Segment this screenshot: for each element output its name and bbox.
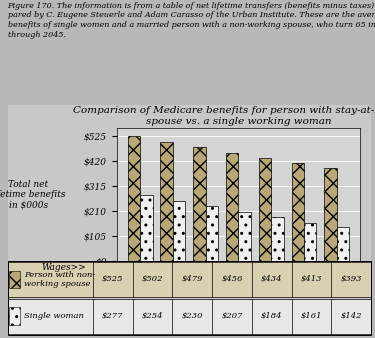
Bar [271,217,284,261]
Text: $184: $184 [261,312,283,320]
Bar [238,212,251,261]
Bar [8,298,371,334]
Text: $277: $277 [102,312,124,320]
Bar [226,152,238,261]
Bar [304,223,316,261]
Text: $254: $254 [142,312,164,320]
Text: $479: $479 [182,275,203,284]
Text: $393: $393 [340,275,362,284]
Text: Single woman: Single woman [24,312,84,320]
Text: $413: $413 [301,275,322,284]
Text: $161: $161 [301,312,322,320]
Title: Comparison of Medicare benefits for person with stay-at-home
spouse vs. a single: Comparison of Medicare benefits for pers… [74,106,375,126]
Bar [9,307,20,325]
Text: $456: $456 [221,275,243,284]
Text: $142: $142 [340,312,362,320]
Text: $230: $230 [182,312,203,320]
Bar [128,136,140,261]
Bar [173,201,185,261]
Bar [259,158,271,261]
Text: Wages>>: Wages>> [41,263,86,272]
Bar [193,147,206,261]
Bar [292,163,304,261]
Bar [337,227,349,261]
Text: $207: $207 [221,312,243,320]
Text: Figure 170. The information is from a table of net lifetime transfers (benefits : Figure 170. The information is from a ta… [8,2,375,39]
Text: $502: $502 [142,275,164,284]
Bar [160,142,173,261]
Bar [140,195,153,261]
Bar [8,262,371,297]
Bar [206,206,218,261]
Text: Person with non-
working spouse: Person with non- working spouse [24,271,95,288]
Text: $525: $525 [102,275,124,284]
Text: Total net
lifetime benefits
in $000s: Total net lifetime benefits in $000s [0,179,65,209]
Text: $434: $434 [261,275,283,284]
Bar [324,168,337,261]
Bar [9,271,20,288]
